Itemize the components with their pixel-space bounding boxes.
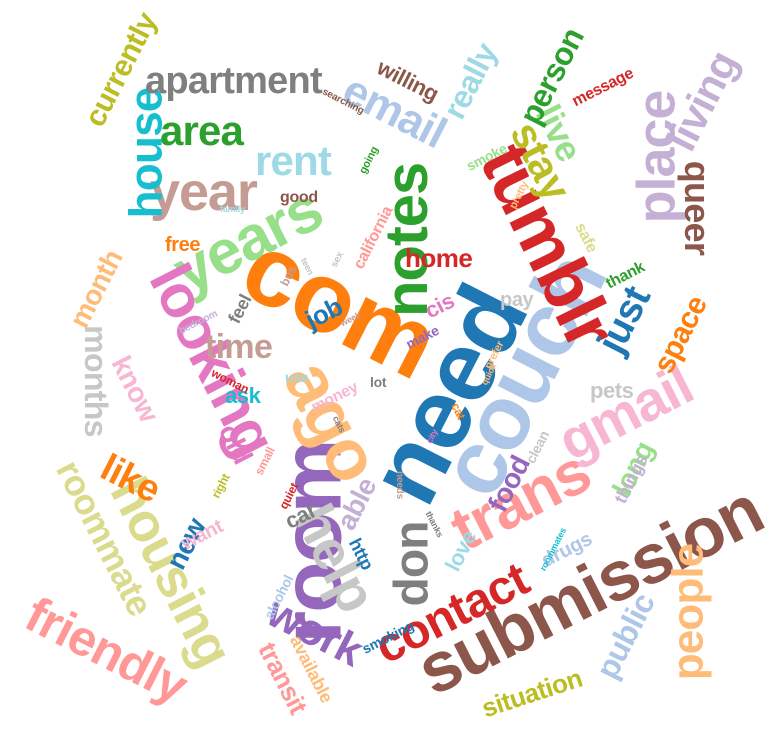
word-person: person	[512, 22, 591, 130]
word-time: time	[205, 328, 273, 366]
word-rent: rent	[255, 137, 332, 184]
word-home: home	[405, 243, 473, 273]
word-queer: queer	[677, 160, 719, 256]
word-don: don	[385, 521, 439, 607]
word-good: good	[280, 189, 318, 206]
word-needs: needs	[393, 471, 405, 499]
word-month: month	[63, 244, 129, 333]
word-know: know	[105, 350, 165, 427]
word-ask: ask	[225, 383, 261, 408]
word-months: months	[77, 325, 114, 437]
word-area: area	[160, 107, 244, 154]
word-apartment: apartment	[145, 60, 323, 102]
word-pay: pay	[500, 289, 534, 311]
word-really: really	[435, 37, 505, 125]
word-year: year	[150, 162, 258, 222]
word-right: right	[208, 471, 233, 501]
word-pets: pets	[590, 378, 634, 403]
word-space: space	[647, 290, 714, 379]
word-use: use	[285, 369, 309, 385]
word-people: people	[663, 543, 713, 681]
word-family: family	[220, 204, 245, 214]
word-lot: lot	[370, 374, 387, 390]
word-notes: notes	[373, 162, 441, 318]
word-free: free	[165, 234, 201, 256]
